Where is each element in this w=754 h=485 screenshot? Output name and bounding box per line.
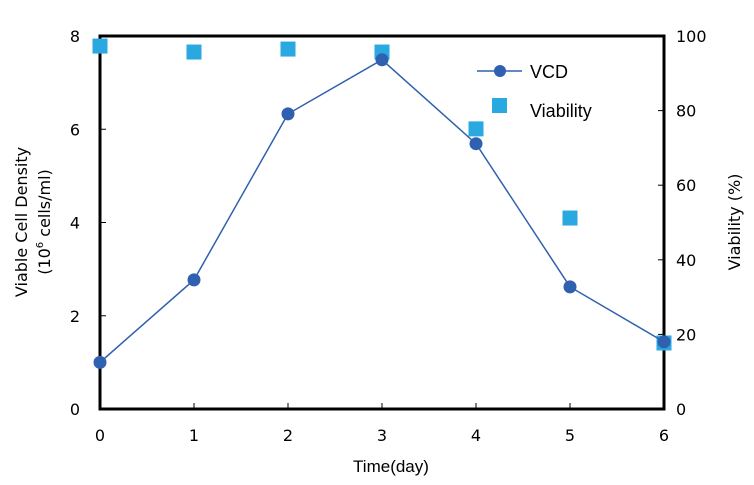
y-axis-title-line2: (106 cells/ml) [35, 169, 54, 275]
legend-vcd-marker [494, 65, 506, 77]
y-axis-unit-prefix: (10 [35, 248, 54, 275]
viability-point [92, 38, 108, 54]
legend-vcd-label: VCD [530, 62, 568, 82]
y2-tick-label: 40 [676, 251, 696, 270]
vcd-point [187, 273, 201, 287]
vcd-point [93, 355, 107, 369]
y-tick-label: 2 [70, 307, 80, 326]
x-tick-label: 1 [189, 426, 199, 445]
legend-viability-marker [492, 98, 507, 113]
y2-axis-title-text: Viability (%) [725, 174, 744, 271]
viability-point [280, 41, 296, 57]
legend-viability-label: Viability [530, 101, 592, 121]
y-axis-unit-exponent: 6 [35, 242, 46, 248]
y-axis-unit-suffix: cells/ml) [35, 169, 54, 242]
x-tick-label: 0 [95, 426, 105, 445]
legend: VCD Viability [477, 62, 592, 121]
vcd-point [657, 335, 671, 349]
y-tick-label: 4 [70, 214, 80, 233]
x-tick-label: 4 [471, 426, 481, 445]
vcd-point [469, 137, 483, 151]
viability-point [468, 121, 484, 137]
y-tick-label: 8 [70, 27, 80, 46]
vcd-point [375, 53, 389, 67]
series [92, 38, 672, 369]
y2-tick-label: 0 [676, 400, 686, 419]
y-tick-label: 6 [70, 120, 80, 139]
viability-point [562, 210, 578, 226]
y-tick-label: 0 [70, 400, 80, 419]
y2-tick-label: 20 [676, 325, 696, 344]
x-tick-label: 5 [565, 426, 575, 445]
x-tick-label: 2 [283, 426, 293, 445]
x-axis-title: Time(day) [353, 457, 429, 476]
y2-tick-label: 100 [676, 27, 707, 46]
vcd-point [563, 280, 577, 294]
y2-tick-label: 60 [676, 176, 696, 195]
x-tick-label: 3 [377, 426, 387, 445]
y2-axis-title: Viability (%) [725, 174, 744, 271]
viability-point [186, 44, 202, 60]
y-axis-title-line1: Viable Cell Density [12, 147, 31, 297]
plot-area [98, 34, 666, 411]
vcd-point [281, 107, 295, 121]
y2-tick-label: 80 [676, 102, 696, 121]
y-axis-title: Viable Cell Density (106 cells/ml) [12, 147, 54, 297]
x-tick-label: 6 [659, 426, 669, 445]
plot-frame [98, 34, 666, 411]
